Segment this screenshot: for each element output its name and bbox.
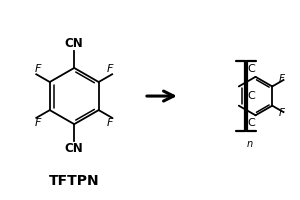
Text: C: C bbox=[247, 64, 255, 74]
Text: C: C bbox=[247, 91, 255, 101]
Text: TFTPN: TFTPN bbox=[49, 174, 100, 188]
Text: CN: CN bbox=[65, 142, 84, 155]
Text: F: F bbox=[107, 118, 113, 128]
Text: n: n bbox=[247, 139, 253, 149]
Text: CN: CN bbox=[65, 37, 84, 50]
Text: F: F bbox=[107, 64, 113, 74]
Text: F: F bbox=[35, 118, 41, 128]
Text: F: F bbox=[278, 74, 284, 84]
Text: F: F bbox=[278, 108, 284, 118]
Text: C: C bbox=[247, 118, 255, 128]
Text: F: F bbox=[35, 64, 41, 74]
